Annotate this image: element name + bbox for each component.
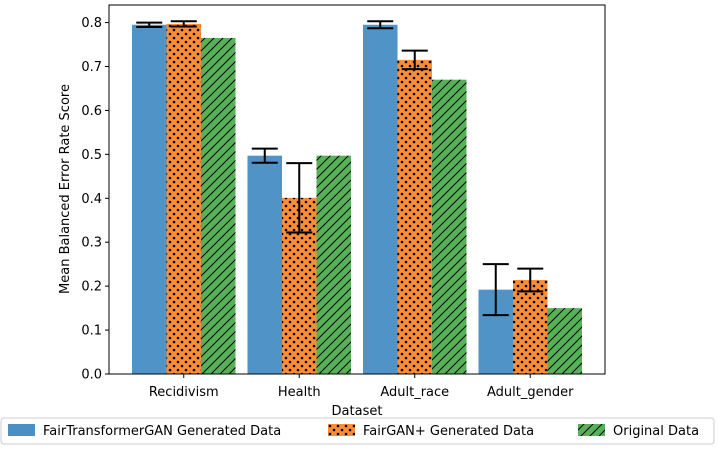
legend-swatch xyxy=(328,424,355,436)
bar-recidivism-series-2 xyxy=(201,37,236,374)
error-bar-adult_race-series-1 xyxy=(401,49,428,71)
bar-adult_race-series-1 xyxy=(397,59,432,375)
error-bar-adult_gender-series-1 xyxy=(517,267,544,293)
error-bar-recidivism-series-1 xyxy=(170,20,197,28)
bar-adult_race-series-0 xyxy=(363,24,398,375)
error-bar-adult_gender-series-0 xyxy=(482,263,509,317)
legend-label: FairGAN+ Generated Data xyxy=(363,424,534,439)
x-tick-label: Adult_race xyxy=(380,385,449,400)
y-tick-label: 0.1 xyxy=(81,324,102,339)
error-bar-health-series-0 xyxy=(251,147,278,164)
bar-health-series-2 xyxy=(316,155,351,374)
error-bar-health-series-1 xyxy=(286,162,313,234)
legend-label: Original Data xyxy=(613,424,699,439)
y-tick-label: 0.5 xyxy=(81,148,102,163)
axes-frame xyxy=(108,4,606,375)
x-tick-label: Recidivism xyxy=(149,385,219,400)
y-tick-label: 0.7 xyxy=(81,60,102,75)
x-tick-label: Health xyxy=(278,385,321,400)
legend: FairTransformerGAN Generated Data FairGAN… xyxy=(0,417,715,445)
legend-box xyxy=(0,417,715,445)
legend-label: FairTransformerGAN Generated Data xyxy=(43,424,281,439)
bar-recidivism-series-0 xyxy=(132,24,167,375)
bar-adult_gender-series-2 xyxy=(547,308,582,374)
plot-area xyxy=(132,20,582,375)
y-tick-label: 0.0 xyxy=(81,368,102,383)
y-tick-label: 0.3 xyxy=(81,236,102,251)
error-bar-adult_race-series-0 xyxy=(367,20,394,30)
axes: 0.0 0.1 0.2 0.3 0.4 0.5 0.6 0.7 0.8 Recidivism Hea… xyxy=(81,4,606,400)
legend-swatch xyxy=(578,424,605,436)
x-axis-title: Dataset xyxy=(332,404,383,419)
y-axis-title: Mean Balanced Error Rate Score xyxy=(58,84,73,294)
bar-adult_race-series-2 xyxy=(432,79,467,374)
error-bar-recidivism-series-0 xyxy=(136,21,163,28)
y-tick-label: 0.2 xyxy=(81,280,102,295)
y-tick-label: 0.8 xyxy=(81,16,102,31)
y-tick-label: 0.6 xyxy=(81,104,102,119)
y-tick-label: 0.4 xyxy=(81,192,102,207)
bar-health-series-0 xyxy=(247,155,282,374)
legend-swatch xyxy=(8,424,35,436)
x-tick-label: Adult_gender xyxy=(487,385,574,400)
bar-recidivism-series-1 xyxy=(166,23,201,375)
bar-adult_gender-series-1 xyxy=(513,279,548,374)
